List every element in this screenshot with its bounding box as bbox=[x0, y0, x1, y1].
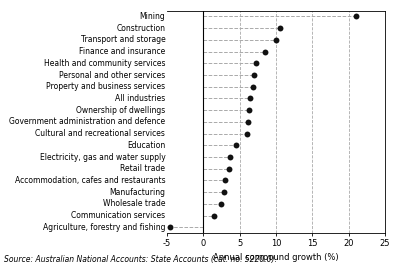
Text: Health and community services: Health and community services bbox=[44, 59, 165, 68]
Text: Retail trade: Retail trade bbox=[120, 164, 165, 173]
Text: Finance and insurance: Finance and insurance bbox=[79, 47, 165, 56]
Text: Wholesale trade: Wholesale trade bbox=[103, 199, 165, 208]
Text: Communication services: Communication services bbox=[71, 211, 165, 220]
X-axis label: Annual compound growth (%): Annual compound growth (%) bbox=[213, 253, 339, 262]
Point bbox=[249, 85, 256, 89]
Point bbox=[247, 96, 254, 101]
Text: Source: Australian National Accounts: State Accounts (cat. no. 5220.0).: Source: Australian National Accounts: St… bbox=[4, 255, 277, 264]
Text: Construction: Construction bbox=[116, 24, 165, 33]
Point bbox=[244, 131, 250, 136]
Point bbox=[262, 50, 268, 54]
Point bbox=[245, 120, 251, 124]
Point bbox=[225, 167, 232, 171]
Point bbox=[167, 225, 173, 229]
Point bbox=[227, 155, 233, 159]
Point bbox=[233, 143, 239, 147]
Text: Ownership of dwellings: Ownership of dwellings bbox=[76, 106, 165, 115]
Text: Mining: Mining bbox=[139, 12, 165, 21]
Point bbox=[218, 202, 225, 206]
Point bbox=[276, 26, 283, 30]
Point bbox=[220, 190, 227, 194]
Text: Manufacturing: Manufacturing bbox=[109, 188, 165, 197]
Point bbox=[273, 38, 279, 42]
Text: All industries: All industries bbox=[115, 94, 165, 103]
Point bbox=[222, 178, 228, 183]
Text: Government administration and defence: Government administration and defence bbox=[9, 117, 165, 126]
Text: Accommodation, cafes and restaurants: Accommodation, cafes and restaurants bbox=[15, 176, 165, 185]
Text: Education: Education bbox=[127, 141, 165, 150]
Text: Transport and storage: Transport and storage bbox=[81, 36, 165, 45]
Point bbox=[252, 61, 259, 65]
Text: Personal and other services: Personal and other services bbox=[59, 70, 165, 80]
Text: Property and business services: Property and business services bbox=[46, 82, 165, 91]
Text: Electricity, gas and water supply: Electricity, gas and water supply bbox=[40, 153, 165, 162]
Point bbox=[211, 214, 217, 218]
Point bbox=[251, 73, 257, 77]
Point bbox=[246, 108, 252, 112]
Point bbox=[353, 14, 359, 19]
Text: Cultural and recreational services: Cultural and recreational services bbox=[35, 129, 165, 138]
Text: Agriculture, forestry and fishing: Agriculture, forestry and fishing bbox=[43, 223, 165, 232]
